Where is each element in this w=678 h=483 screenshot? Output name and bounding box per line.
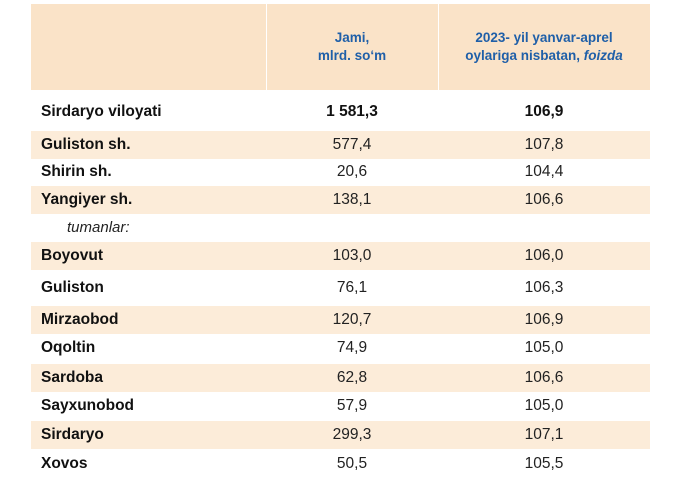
table-row: Yangiyer sh. 138,1 106,6	[31, 186, 650, 214]
row-percent: 107,1	[524, 426, 564, 443]
section-label: tumanlar:	[67, 219, 130, 236]
row-total: 577,4	[332, 136, 372, 153]
row-name: Mirzaobod	[41, 311, 119, 328]
table-row: Xovos 50,5 105,5	[31, 450, 650, 478]
table-row: Oqoltin 74,9 105,0	[31, 334, 650, 362]
table-row: Boyovut 103,0 106,0	[31, 242, 650, 270]
row-percent: 106,0	[524, 247, 564, 264]
row-name: Guliston sh.	[41, 136, 131, 153]
row-percent: 105,0	[524, 397, 564, 414]
row-total: 120,7	[332, 311, 372, 328]
row-percent: 106,6	[524, 369, 564, 386]
header-percent-line1: 2023- yil yanvar-aprel	[475, 30, 613, 45]
header-total-line2: mlrd. so‘m	[317, 48, 387, 63]
table-row: Sirdaryo 299,3 107,1	[31, 421, 650, 449]
row-total: 299,3	[332, 426, 372, 443]
header-total: Jami, mlrd. so‘m	[266, 4, 438, 90]
table-row: Sardoba 62,8 106,6	[31, 364, 650, 392]
table-row: Shirin sh. 20,6 104,4	[31, 158, 650, 186]
row-percent: 106,3	[524, 279, 564, 296]
row-name: Sirdaryo viloyati	[41, 103, 162, 120]
header-divider	[438, 4, 439, 90]
row-percent: 106,6	[524, 191, 564, 208]
header-percent-line2: oylariga nisbatan,	[465, 48, 584, 63]
row-total: 103,0	[332, 247, 372, 264]
row-name: Shirin sh.	[41, 163, 112, 180]
row-total: 57,9	[336, 397, 368, 414]
row-name: Oqoltin	[41, 339, 96, 356]
row-total: 138,1	[332, 191, 372, 208]
table-row: Guliston 76,1 106,3	[31, 274, 650, 302]
row-name: Xovos	[41, 455, 88, 472]
row-percent: 107,8	[524, 136, 564, 153]
row-percent: 106,9	[524, 103, 564, 120]
table-row: Sayxunobod 57,9 105,0	[31, 392, 650, 420]
row-percent: 106,9	[524, 311, 564, 328]
row-name: Sardoba	[41, 369, 104, 386]
header-percent-unit: foizda	[583, 48, 623, 63]
header-percent: 2023- yil yanvar-aprel oylariga nisbatan,…	[438, 4, 650, 90]
row-total: 50,5	[336, 455, 368, 472]
table-row: tumanlar:	[31, 214, 650, 242]
row-name: Boyovut	[41, 247, 103, 264]
row-percent: 105,5	[524, 455, 564, 472]
row-name: Yangiyer sh.	[41, 191, 133, 208]
table-row: Guliston sh. 577,4 107,8	[31, 131, 650, 159]
row-total: 20,6	[336, 163, 368, 180]
row-name: Sirdaryo	[41, 426, 104, 443]
row-percent: 104,4	[524, 163, 564, 180]
table-row: Sirdaryo viloyati 1 581,3 106,9	[31, 98, 650, 126]
table-row: Mirzaobod 120,7 106,9	[31, 306, 650, 334]
row-name: Sayxunobod	[41, 397, 135, 414]
header-total-line1: Jami,	[334, 30, 370, 45]
header-divider	[266, 4, 267, 90]
row-total: 74,9	[336, 339, 368, 356]
row-name: Guliston	[41, 279, 104, 296]
row-total: 62,8	[336, 369, 368, 386]
table-header: Jami, mlrd. so‘m 2023- yil yanvar-aprel oy…	[31, 4, 650, 90]
row-total: 76,1	[336, 279, 368, 296]
row-percent: 105,0	[524, 339, 564, 356]
row-total: 1 581,3	[326, 103, 378, 120]
